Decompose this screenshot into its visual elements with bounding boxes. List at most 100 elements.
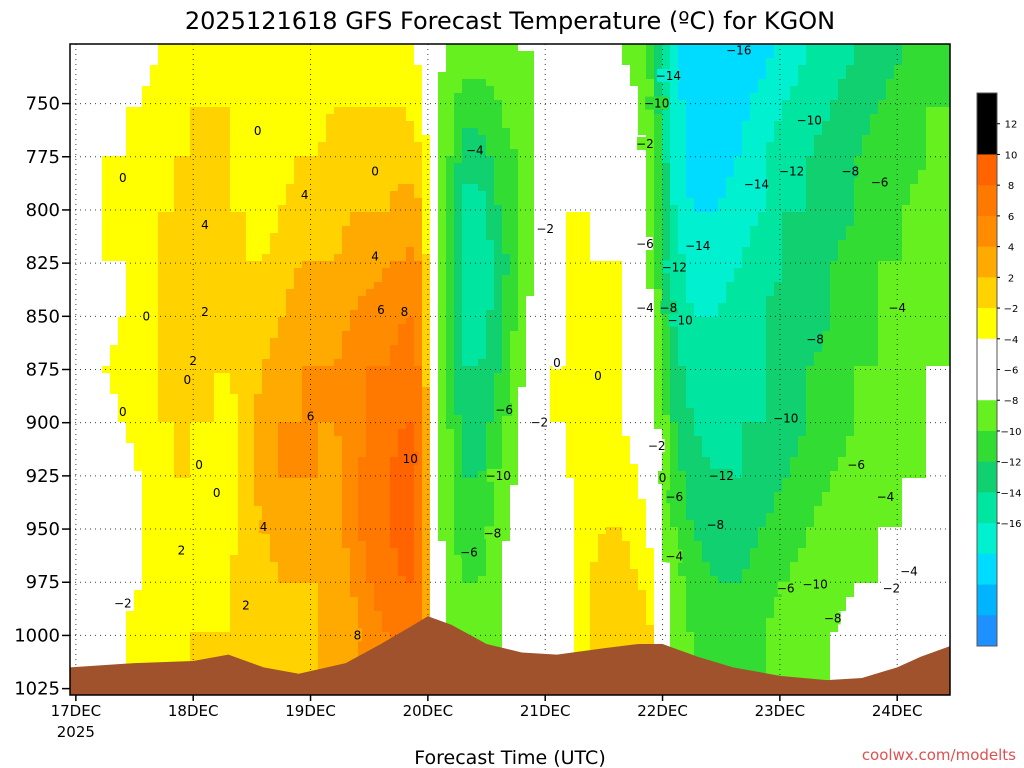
temperature-cell (238, 261, 247, 269)
temperature-cell (414, 478, 423, 486)
temperature-cell (326, 282, 335, 290)
temperature-cell (110, 86, 119, 94)
temperature-cell (334, 590, 343, 598)
temperature-cell (174, 240, 183, 248)
temperature-cell (254, 660, 263, 668)
temperature-cell (134, 380, 143, 388)
temperature-cell (494, 58, 503, 66)
temperature-cell (422, 527, 431, 535)
temperature-cell (438, 387, 447, 395)
temperature-cell (382, 149, 391, 157)
temperature-cell (398, 142, 407, 150)
temperature-cell (326, 506, 335, 514)
temperature-cell (166, 590, 175, 598)
temperature-cell (238, 576, 247, 584)
temperature-cell (142, 527, 151, 535)
temperature-cell (422, 611, 431, 619)
temperature-cell (270, 492, 279, 500)
temperature-cell (166, 513, 175, 521)
temperature-cell (230, 506, 239, 514)
temperature-cell (174, 268, 183, 276)
temperature-cell (270, 366, 279, 374)
temperature-cell (430, 359, 439, 367)
temperature-cell (110, 660, 119, 668)
temperature-cell (286, 331, 295, 339)
temperature-cell (406, 44, 415, 52)
temperature-cell (406, 93, 415, 101)
temperature-cell (166, 555, 175, 563)
temperature-cell (182, 646, 191, 654)
temperature-cell (342, 562, 351, 570)
temperature-cell (486, 72, 495, 80)
temperature-cell (326, 170, 335, 178)
temperature-cell (118, 331, 127, 339)
temperature-cell (414, 107, 423, 115)
temperature-cell (326, 597, 335, 605)
temperature-cell (70, 100, 79, 108)
temperature-cell (310, 219, 319, 227)
temperature-cell (334, 282, 343, 290)
temperature-cell (462, 310, 471, 318)
temperature-cell (342, 604, 351, 612)
temperature-field (70, 44, 950, 695)
temperature-cell (118, 506, 127, 514)
temperature-cell (222, 583, 231, 591)
temperature-cell (366, 527, 375, 535)
temperature-cell (270, 604, 279, 612)
temperature-cell (190, 604, 199, 612)
temperature-cell (158, 499, 167, 507)
temperature-cell (270, 520, 279, 528)
temperature-cell (246, 520, 255, 528)
temperature-cell (150, 135, 159, 143)
temperature-cell (438, 506, 447, 514)
temperature-cell (86, 646, 95, 654)
temperature-cell (126, 212, 135, 220)
temperature-cell (486, 415, 495, 423)
temperature-cell (126, 135, 135, 143)
temperature-cell (406, 135, 415, 143)
temperature-cell (414, 324, 423, 332)
temperature-cell (430, 450, 439, 458)
temperature-cell (262, 653, 271, 661)
temperature-cell (278, 380, 287, 388)
temperature-cell (382, 303, 391, 311)
temperature-cell (294, 366, 303, 374)
temperature-cell (478, 632, 487, 640)
temperature-cell (294, 93, 303, 101)
temperature-cell (254, 653, 263, 661)
temperature-cell (286, 401, 295, 409)
temperature-cell (206, 58, 215, 66)
temperature-cell (190, 653, 199, 661)
temperature-cell (190, 555, 199, 563)
temperature-cell (270, 345, 279, 353)
temperature-cell (382, 79, 391, 87)
temperature-cell (326, 387, 335, 395)
temperature-cell (254, 380, 263, 388)
temperature-cell (470, 247, 479, 255)
temperature-cell (198, 170, 207, 178)
temperature-cell (358, 457, 367, 465)
temperature-cell (318, 282, 327, 290)
temperature-cell (126, 401, 135, 409)
temperature-cell (174, 387, 183, 395)
temperature-cell (254, 149, 263, 157)
temperature-cell (446, 163, 455, 171)
temperature-cell (230, 170, 239, 178)
temperature-cell (382, 121, 391, 129)
temperature-cell (446, 471, 455, 479)
temperature-cell (246, 310, 255, 318)
temperature-cell (270, 198, 279, 206)
temperature-cell (86, 338, 95, 346)
temperature-cell (142, 401, 151, 409)
temperature-cell (166, 534, 175, 542)
temperature-cell (358, 352, 367, 360)
temperature-cell (422, 149, 431, 157)
temperature-cell (430, 107, 439, 115)
temperature-cell (310, 597, 319, 605)
temperature-cell (150, 590, 159, 598)
temperature-cell (166, 289, 175, 297)
temperature-cell (430, 513, 439, 521)
temperature-cell (350, 436, 359, 444)
temperature-cell (366, 499, 375, 507)
